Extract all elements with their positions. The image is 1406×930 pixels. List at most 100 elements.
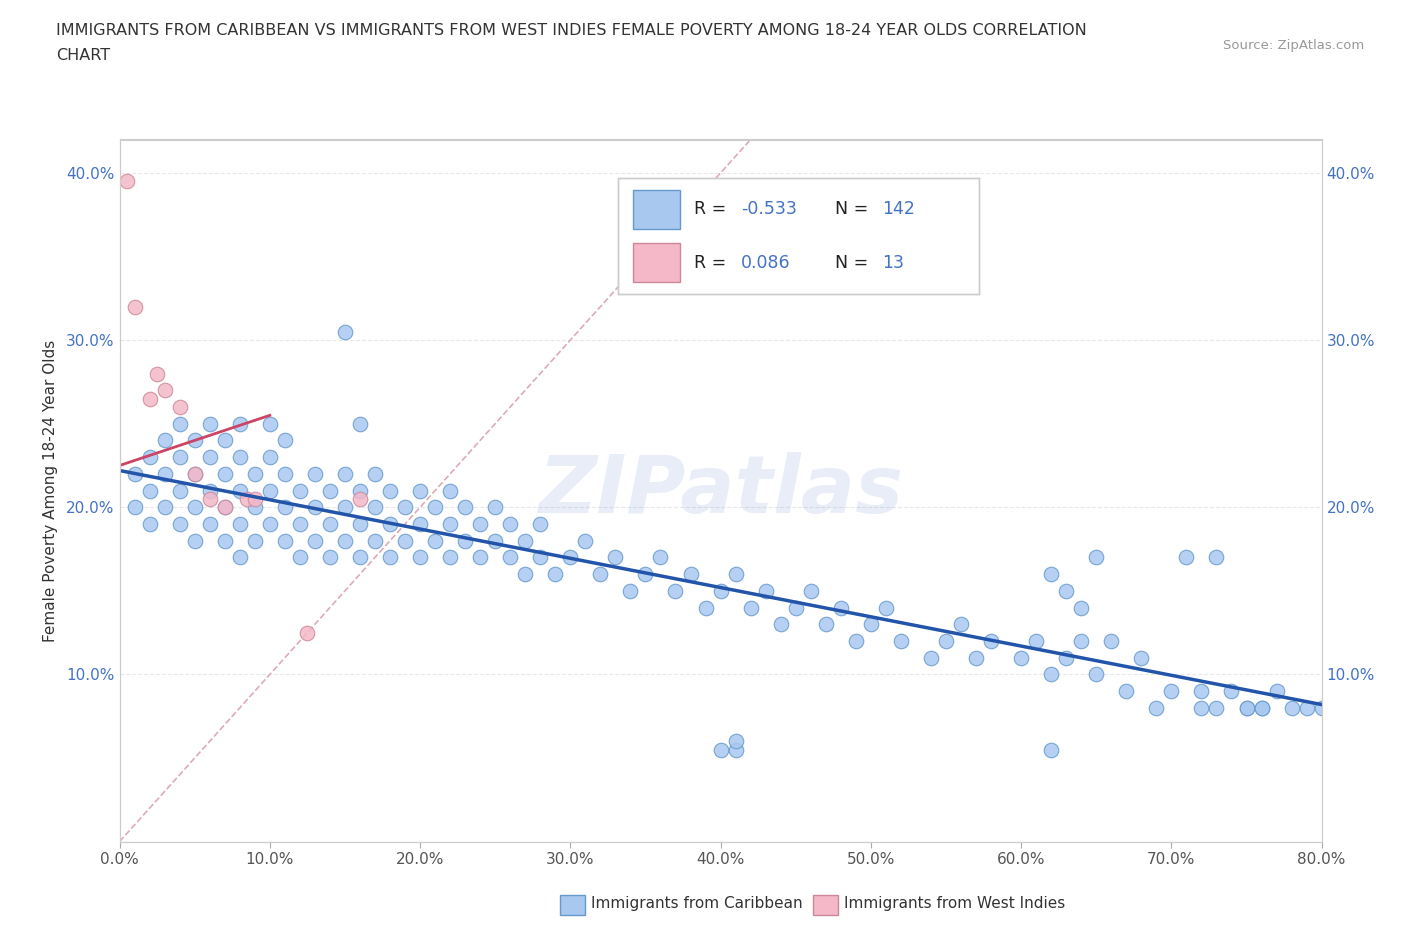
Point [454, 499, 477, 514]
Point [319, 550, 342, 565]
Text: -0.533: -0.533 [741, 200, 797, 219]
Point [183, 467, 205, 482]
Point [859, 617, 882, 631]
Point [259, 484, 281, 498]
Point [333, 467, 356, 482]
Point [243, 491, 266, 506]
Point [439, 484, 461, 498]
Point [544, 566, 567, 581]
Text: 0.086: 0.086 [741, 254, 790, 272]
Point [1265, 684, 1288, 698]
Point [214, 433, 236, 448]
Point [349, 417, 371, 432]
Point [1310, 700, 1333, 715]
Point [153, 433, 176, 448]
Point [124, 299, 146, 314]
Point [169, 417, 191, 432]
Point [319, 484, 342, 498]
Point [679, 566, 702, 581]
Point [138, 484, 160, 498]
Point [274, 499, 297, 514]
Point [364, 499, 387, 514]
Point [183, 499, 205, 514]
Point [409, 484, 432, 498]
Point [1250, 700, 1272, 715]
Point [378, 550, 401, 565]
Point [484, 499, 506, 514]
Point [138, 450, 160, 465]
Point [228, 516, 252, 531]
Point [830, 600, 852, 615]
Y-axis label: Female Poverty Among 18-24 Year Olds: Female Poverty Among 18-24 Year Olds [42, 339, 58, 642]
Point [333, 499, 356, 514]
Point [228, 484, 252, 498]
Point [499, 550, 522, 565]
Point [634, 566, 657, 581]
Point [423, 499, 446, 514]
Point [228, 417, 252, 432]
Bar [633, 243, 679, 283]
Point [1085, 667, 1108, 682]
Point [214, 533, 236, 548]
Point [319, 516, 342, 531]
Point [1281, 700, 1303, 715]
Point [695, 600, 717, 615]
Text: CHART: CHART [56, 48, 110, 63]
Point [1040, 667, 1063, 682]
Point [169, 450, 191, 465]
Point [243, 467, 266, 482]
Point [349, 484, 371, 498]
Point [364, 467, 387, 482]
Point [183, 533, 205, 548]
Point [423, 533, 446, 548]
Point [724, 566, 747, 581]
Point [274, 533, 297, 548]
Point [515, 533, 537, 548]
Point [304, 533, 326, 548]
Text: ZIPatlas: ZIPatlas [538, 452, 903, 529]
Point [409, 550, 432, 565]
Point [1115, 684, 1137, 698]
Point [499, 516, 522, 531]
Point [1295, 700, 1317, 715]
Point [1250, 700, 1272, 715]
Point [1130, 650, 1153, 665]
Point [814, 617, 837, 631]
Point [146, 366, 169, 381]
Text: R =: R = [695, 200, 733, 219]
Point [124, 467, 146, 482]
Point [650, 550, 672, 565]
Point [709, 583, 731, 598]
Point [394, 533, 416, 548]
Point [153, 383, 176, 398]
Point [304, 499, 326, 514]
Point [619, 583, 641, 598]
Point [259, 417, 281, 432]
Point [875, 600, 897, 615]
Point [1160, 684, 1182, 698]
Point [243, 499, 266, 514]
Point [288, 484, 311, 498]
Point [214, 499, 236, 514]
Point [890, 633, 912, 648]
Point [560, 550, 582, 565]
Point [1236, 700, 1258, 715]
Text: 142: 142 [882, 200, 914, 219]
Point [169, 516, 191, 531]
Point [378, 484, 401, 498]
Point [198, 516, 221, 531]
Point [183, 467, 205, 482]
Point [1099, 633, 1122, 648]
Point [333, 325, 356, 339]
Point [259, 516, 281, 531]
Text: N =: N = [835, 254, 873, 272]
Point [439, 550, 461, 565]
Point [950, 617, 973, 631]
Point [364, 533, 387, 548]
Point [274, 467, 297, 482]
Point [769, 617, 792, 631]
Point [349, 491, 371, 506]
Point [274, 433, 297, 448]
Point [664, 583, 686, 598]
Point [1144, 700, 1167, 715]
